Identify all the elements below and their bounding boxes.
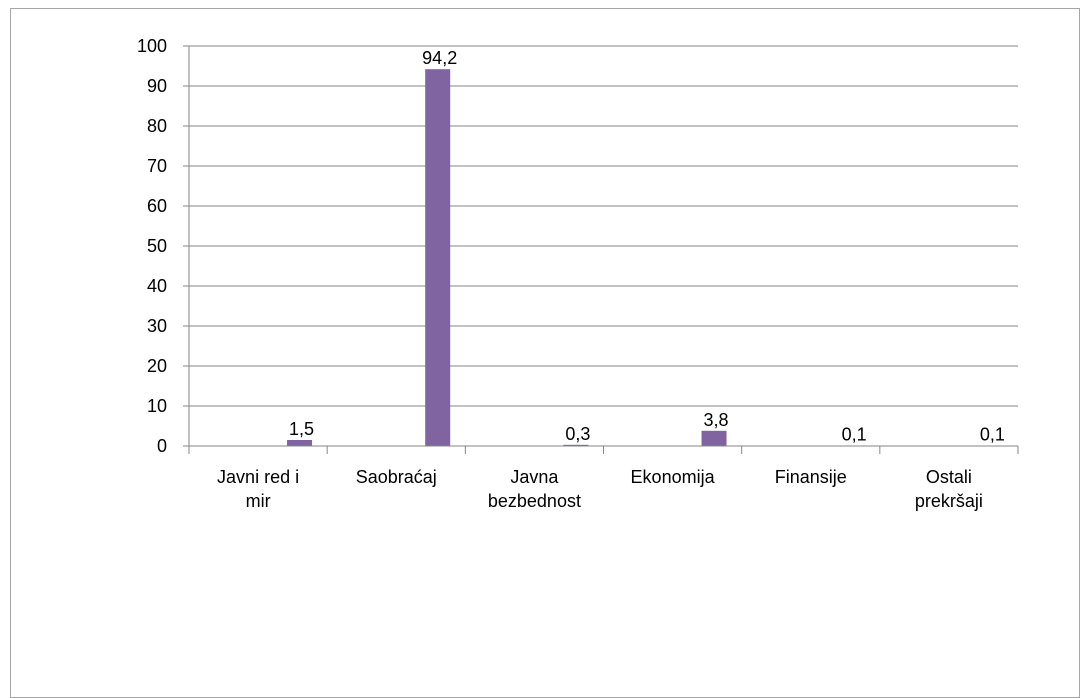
y-tick-label: 20 (147, 356, 167, 376)
y-tick-label: 80 (147, 116, 167, 136)
data-label: 0,3 (565, 424, 590, 444)
x-category-label: prekršaji (915, 491, 983, 511)
y-tick-label: 10 (147, 396, 167, 416)
x-category-label: Finansije (775, 467, 847, 487)
x-category-label: Javna (510, 467, 559, 487)
y-tick-label: 90 (147, 76, 167, 96)
x-category-label: Ekonomija (631, 467, 716, 487)
x-category-label: Saobraćaj (356, 467, 437, 487)
data-label: 0,1 (842, 425, 867, 445)
y-tick-label: 30 (147, 316, 167, 336)
data-label: 94,2 (422, 48, 457, 68)
y-tick-label: 60 (147, 196, 167, 216)
gridlines (189, 46, 1018, 406)
x-category-label: Ostali (926, 467, 972, 487)
bar (425, 69, 450, 446)
data-label: 1,5 (289, 419, 314, 439)
x-category-label: mir (246, 491, 271, 511)
y-tick-label: 70 (147, 156, 167, 176)
data-label: 3,8 (704, 410, 729, 430)
x-category-label: Javni red i (217, 467, 299, 487)
y-tick-label: 50 (147, 236, 167, 256)
y-tick-label: 100 (137, 36, 167, 56)
data-label: 0,1 (980, 425, 1005, 445)
bar (702, 431, 727, 446)
y-tick-label: 40 (147, 276, 167, 296)
labels: 0 10 20 30 40 50 60 70 80 90 100 1,5 Javni red i mir 9… (137, 36, 1005, 511)
x-category-label: bezbednost (488, 491, 581, 511)
axes (183, 46, 1018, 454)
y-tick-label: 0 (157, 436, 167, 456)
bar (287, 440, 312, 446)
